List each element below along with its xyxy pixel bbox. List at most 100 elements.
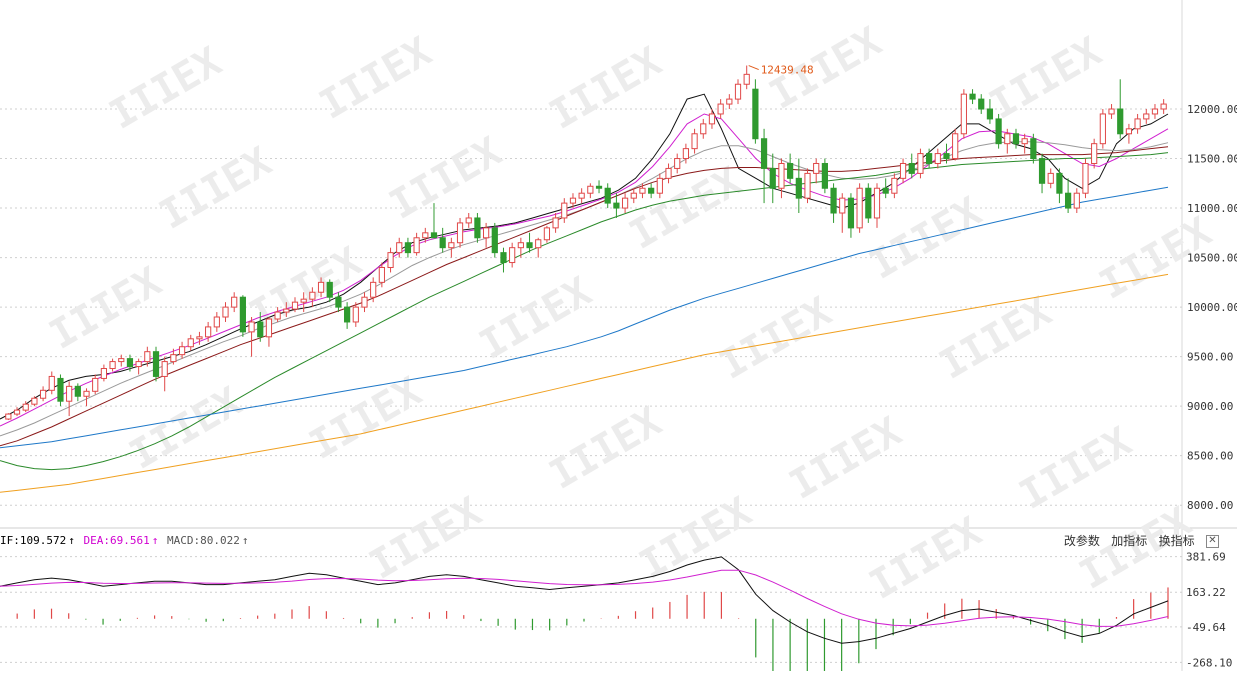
candle-body	[804, 172, 811, 199]
candle-body	[1117, 108, 1124, 135]
dea-arrow-icon: ↑	[151, 534, 159, 547]
candle	[717, 99, 724, 119]
candle-body	[422, 232, 429, 239]
dif-arrow-icon: ↑	[68, 534, 75, 547]
candle	[604, 183, 611, 209]
watermark-text: IIIEX	[982, 29, 1109, 129]
candle-body	[543, 227, 551, 241]
ma60-line	[0, 152, 1169, 471]
switch-indicator-button[interactable]: 换指标	[1158, 534, 1195, 548]
add-indicator-button[interactable]: 加指标	[1111, 534, 1148, 548]
candle-body	[960, 93, 967, 135]
candle	[856, 183, 863, 233]
candle	[665, 163, 672, 184]
candle	[100, 364, 108, 382]
watermark-text: IIIEX	[302, 369, 429, 469]
candle-body	[743, 73, 750, 85]
candle	[943, 143, 950, 164]
candle	[1056, 168, 1063, 204]
candle	[205, 321, 212, 342]
candle-body	[378, 266, 385, 283]
candle-body	[674, 158, 681, 169]
candle-body	[734, 83, 742, 100]
candle-body	[882, 187, 889, 194]
candle-body	[899, 162, 907, 179]
candle-body	[152, 351, 160, 377]
candle-body	[1134, 118, 1141, 130]
candle	[656, 173, 663, 199]
candle-body	[1125, 128, 1133, 135]
candle-body	[830, 187, 837, 214]
candle	[787, 153, 794, 184]
macd-panel	[0, 556, 1169, 675]
candle-body	[22, 403, 29, 411]
candle	[482, 222, 490, 248]
candle	[1082, 158, 1089, 199]
candle-body	[917, 153, 924, 174]
candle-body	[404, 242, 412, 254]
candle-body	[552, 217, 559, 229]
candle-body	[187, 338, 194, 348]
candle	[1064, 178, 1072, 214]
candle-body	[109, 361, 116, 370]
candle	[378, 262, 385, 288]
candle-body	[708, 113, 716, 125]
y-tick-label: 10000.00	[1187, 301, 1237, 314]
candle-body	[509, 247, 516, 264]
candle-body	[760, 138, 768, 169]
y-tick-label: 9500.00	[1187, 351, 1233, 364]
candle-body	[604, 187, 611, 204]
candle	[222, 302, 229, 322]
high-annotation: 12439.48	[748, 64, 814, 77]
candle-body	[535, 239, 542, 249]
watermark-text: IIIEX	[542, 399, 669, 499]
candle	[118, 354, 125, 367]
candle	[960, 89, 967, 139]
price-axis: 12000.00 11500.00 11000.00 10500.00 10000.00…	[1187, 103, 1237, 512]
candle	[361, 292, 368, 313]
candle-body	[265, 318, 273, 338]
candle	[839, 193, 846, 233]
candle	[700, 118, 707, 139]
y-tick-label: 8500.00	[1187, 450, 1233, 463]
candle-body	[500, 252, 507, 264]
candle-body	[656, 177, 663, 194]
candle	[448, 237, 455, 258]
candle	[491, 222, 498, 258]
candle	[543, 225, 551, 243]
candle-body	[92, 377, 99, 392]
candle-body	[456, 222, 464, 244]
candle	[474, 213, 481, 243]
candle-body	[517, 242, 524, 249]
candle	[109, 358, 116, 372]
candle	[535, 237, 542, 258]
candle-body	[952, 133, 959, 160]
candle	[587, 183, 594, 199]
candle-body	[717, 103, 724, 115]
candle	[213, 312, 220, 332]
close-icon[interactable]: ✕	[1206, 535, 1219, 549]
candle	[344, 302, 351, 329]
watermark-text: IIIEX	[312, 29, 439, 129]
candle	[708, 109, 716, 129]
candle-body	[48, 375, 55, 391]
candle	[196, 331, 203, 345]
candle	[283, 302, 290, 318]
candle-body	[205, 326, 212, 338]
candle	[326, 279, 333, 303]
change-params-button[interactable]: 改参数	[1063, 534, 1100, 548]
candle-body	[569, 197, 577, 204]
candle-body	[726, 98, 733, 105]
candle-body	[396, 242, 403, 254]
candle-body	[778, 162, 785, 189]
candle	[1117, 79, 1124, 139]
candle	[778, 158, 785, 199]
candle	[952, 128, 959, 161]
macd-tick-label: -49.64	[1186, 621, 1226, 634]
candle	[630, 188, 637, 204]
macd-label: MACD:80.022	[166, 534, 240, 547]
candle	[1143, 109, 1150, 124]
candle-body	[326, 281, 333, 298]
candle	[1134, 113, 1141, 134]
